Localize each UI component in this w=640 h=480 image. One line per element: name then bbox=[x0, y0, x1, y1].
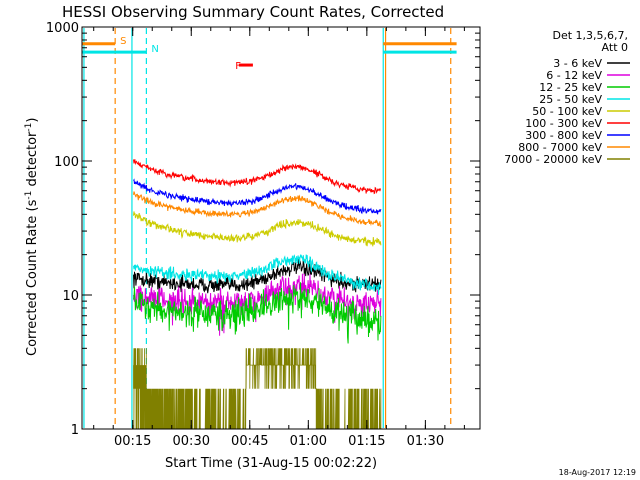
y-tick-label: 1 bbox=[71, 423, 79, 438]
legend-label: 100 - 300 keV bbox=[525, 117, 602, 130]
y-axis: 1 10 100 1000 bbox=[46, 21, 480, 438]
x-axis: 00:15 00:30 00:45 01:00 01:15 01:30 bbox=[93, 27, 465, 449]
x-tick-label: 01:15 bbox=[348, 434, 385, 449]
series-line bbox=[133, 211, 382, 247]
series-line bbox=[133, 282, 382, 344]
y-tick-label: 1000 bbox=[46, 21, 79, 36]
plot-frame bbox=[81, 26, 481, 430]
x-axis-label: Start Time (31-Aug-15 00:02:22) bbox=[165, 456, 377, 471]
series-line bbox=[133, 178, 382, 215]
y-tick-label: 100 bbox=[54, 155, 79, 170]
y-tick-label: 10 bbox=[62, 289, 79, 304]
marker-f: F bbox=[235, 61, 241, 72]
legend-label: 7000 - 20000 keV bbox=[504, 153, 602, 166]
marker-n: N bbox=[151, 44, 158, 55]
x-tick-label: 01:00 bbox=[290, 434, 327, 449]
legend-label: 50 - 100 keV bbox=[532, 105, 602, 118]
series-line bbox=[133, 253, 382, 295]
chart-title: HESSI Observing Summary Count Rates, Cor… bbox=[62, 3, 444, 21]
x-tick-label: 01:30 bbox=[407, 434, 444, 449]
legend-header-detectors: Det 1,3,5,6,7, bbox=[552, 29, 628, 42]
legend-header-attenuator: Att 0 bbox=[602, 41, 628, 54]
series-line bbox=[133, 273, 382, 336]
timestamp: 18-Aug-2017 12:19 bbox=[559, 468, 636, 477]
series-line bbox=[133, 191, 382, 227]
x-tick-label: 00:45 bbox=[231, 434, 268, 449]
series-line bbox=[133, 257, 382, 294]
x-tick-label: 00:30 bbox=[173, 434, 210, 449]
legend-label: 12 - 25 keV bbox=[539, 81, 602, 94]
series-line bbox=[133, 159, 381, 195]
plot-area: S N F bbox=[82, 28, 457, 430]
series-line bbox=[133, 348, 382, 430]
legend-label: 800 - 7000 keV bbox=[518, 141, 602, 154]
marker-s: S bbox=[120, 36, 126, 47]
legend-label: 25 - 50 keV bbox=[539, 93, 602, 106]
legend-label: 6 - 12 keV bbox=[546, 69, 602, 82]
x-tick-label: 00:15 bbox=[114, 434, 151, 449]
legend-label: 300 - 800 keV bbox=[525, 129, 602, 142]
y-axis-label: Corrected Count Rate (s-1 detector-1) bbox=[24, 118, 40, 356]
legend-label: 3 - 6 keV bbox=[553, 57, 602, 70]
